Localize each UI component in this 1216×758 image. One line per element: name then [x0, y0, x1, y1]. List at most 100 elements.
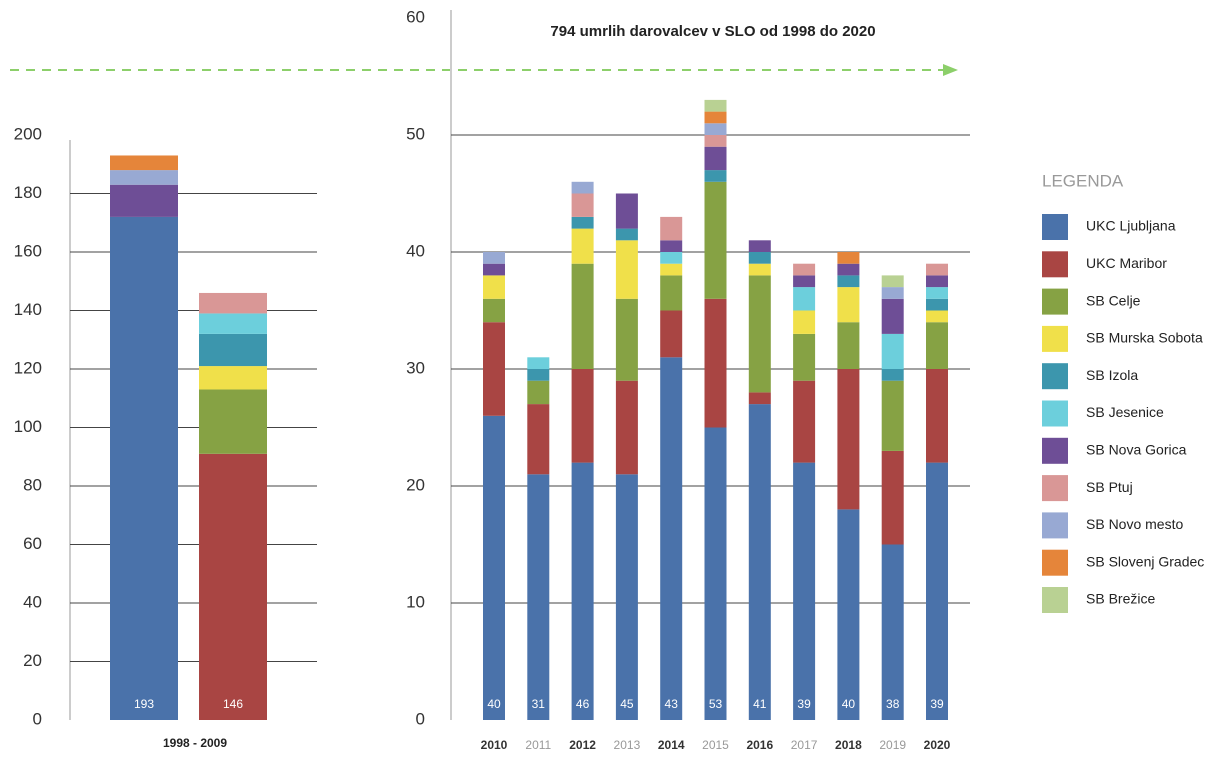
y-tick-label: 180: [14, 183, 42, 202]
y-tick-label: 40: [23, 592, 42, 611]
bar-segment: [837, 509, 859, 720]
bar-segment: [572, 229, 594, 264]
bar-segment: [882, 299, 904, 334]
x-tick-label: 2011: [525, 738, 551, 752]
chart-page: 794 umrlih darovalcev v SLO od 1998 do 2…: [0, 0, 1216, 758]
bar-segment: [837, 252, 859, 264]
legend-label: SB Murska Sobota: [1086, 330, 1203, 346]
bar-segment: [483, 322, 505, 416]
bar-segment: [483, 275, 505, 298]
bar-segment: [199, 334, 267, 366]
bar-segment: [616, 381, 638, 475]
x-tick-label: 2014: [658, 738, 685, 752]
total-label: 53: [709, 697, 723, 711]
chart-title: 794 umrlih darovalcev v SLO od 1998 do 2…: [550, 23, 875, 40]
y-tick-label: 120: [14, 358, 42, 377]
bar-segment: [749, 252, 771, 264]
bar-segment: [882, 334, 904, 369]
bar-segment: [926, 463, 948, 720]
bar-segment: [749, 240, 771, 252]
bar-segment: [705, 112, 727, 124]
bar-segment: [199, 454, 267, 720]
y-tick-label: 30: [406, 358, 425, 377]
bar-segment: [705, 135, 727, 147]
bar-segment: [483, 299, 505, 322]
legend-label: SB Ptuj: [1086, 479, 1133, 495]
bar-segment: [882, 287, 904, 299]
bar-segment: [793, 311, 815, 334]
bar-segment: [660, 264, 682, 276]
bar-segment: [882, 545, 904, 721]
legend-swatch: [1042, 289, 1068, 315]
legend-label: SB Slovenj Gradec: [1086, 553, 1204, 569]
bar-segment: [705, 147, 727, 170]
bar-segment: [705, 428, 727, 721]
x-tick-label: 2017: [791, 738, 818, 752]
bar-segment: [926, 275, 948, 287]
bar-segment: [705, 100, 727, 112]
x-tick-label: 2013: [614, 738, 641, 752]
bar-segment: [527, 404, 549, 474]
legend-swatch: [1042, 326, 1068, 352]
bar-segment: [793, 463, 815, 720]
bar-segment: [572, 264, 594, 369]
arrow-head: [943, 64, 958, 76]
bar-segment: [705, 170, 727, 182]
bar-segment: [616, 299, 638, 381]
legend-swatch: [1042, 438, 1068, 464]
bar-segment: [527, 474, 549, 720]
bar-segment: [793, 287, 815, 310]
bar-segment: [616, 229, 638, 241]
bar-segment: [660, 311, 682, 358]
legend-swatch: [1042, 214, 1068, 240]
y-tick-label: 50: [406, 124, 425, 143]
y-tick-label: 200: [14, 124, 42, 143]
bar-segment: [793, 264, 815, 276]
bar-segment: [572, 182, 594, 194]
bar-segment: [572, 194, 594, 217]
legend-swatch: [1042, 363, 1068, 389]
bar-segment: [483, 264, 505, 276]
y-tick-label: 20: [406, 475, 425, 494]
legend-label: SB Novo mesto: [1086, 516, 1183, 532]
total-label: 40: [487, 697, 501, 711]
bar-segment: [837, 369, 859, 509]
bar-segment: [110, 155, 178, 170]
legend-label: UKC Maribor: [1086, 255, 1167, 271]
total-label: 45: [620, 697, 634, 711]
bar-segment: [793, 275, 815, 287]
x-tick-label: 2010: [481, 738, 508, 752]
bar-segment: [572, 217, 594, 229]
total-label: 40: [842, 697, 856, 711]
bar-segment: [616, 240, 638, 298]
legend-label: SB Jesenice: [1086, 404, 1164, 420]
total-label: 31: [532, 697, 546, 711]
bar-segment: [199, 293, 267, 313]
y-tick-label: 40: [406, 241, 425, 260]
bar-segment: [882, 381, 904, 451]
legend-label: SB Celje: [1086, 292, 1141, 308]
bar-segment: [616, 474, 638, 720]
y-tick-label: 160: [14, 241, 42, 260]
x-tick-label: 2019: [879, 738, 906, 752]
bar-segment: [705, 182, 727, 299]
y-tick-label: 80: [23, 475, 42, 494]
legend-label: UKC Ljubljana: [1086, 218, 1176, 234]
bar-segment: [527, 381, 549, 404]
total-label: 39: [797, 697, 811, 711]
y-tick-label: 100: [14, 417, 42, 436]
bar-segment: [749, 264, 771, 276]
y-tick-label: 20: [23, 651, 42, 670]
bar-segment: [793, 381, 815, 463]
bar-segment: [882, 275, 904, 287]
bar-segment: [660, 240, 682, 252]
y-tick-label: 10: [406, 592, 425, 611]
legend-label: SB Brežice: [1086, 591, 1155, 607]
y-tick-label: 0: [33, 709, 42, 728]
bar-segment: [572, 463, 594, 720]
x-tick-label: 2015: [702, 738, 729, 752]
x-tick-label: 2020: [924, 738, 951, 752]
total-label: 146: [223, 697, 243, 711]
bar-segment: [483, 252, 505, 264]
legend-swatch: [1042, 251, 1068, 277]
